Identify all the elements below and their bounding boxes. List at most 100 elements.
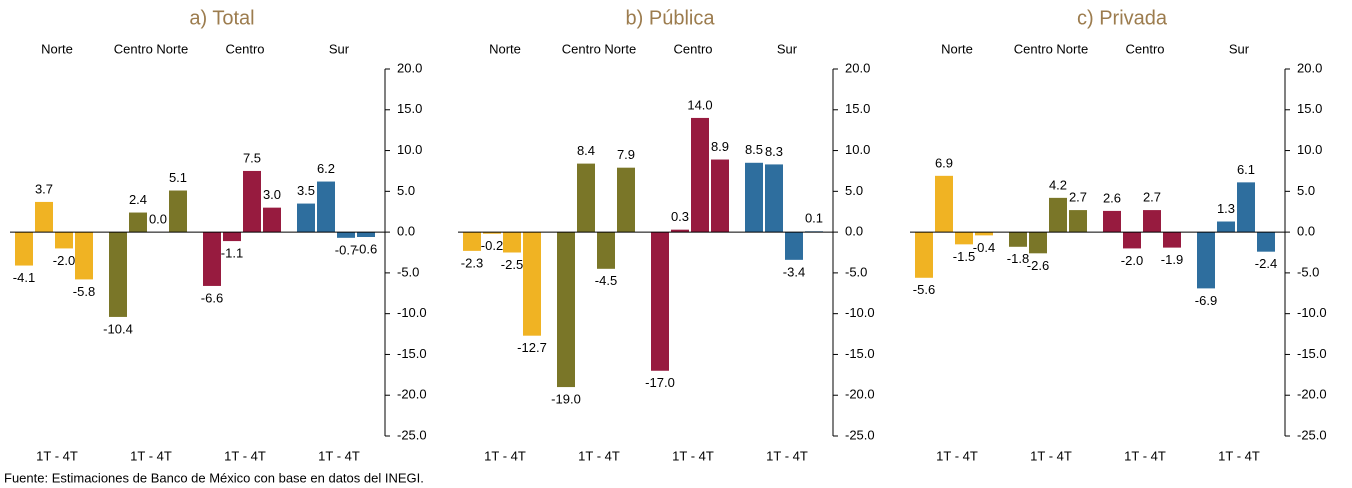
value-label: -2.0 <box>53 253 75 268</box>
value-label: -5.8 <box>73 284 95 299</box>
bar <box>463 232 481 251</box>
bar <box>263 207 281 233</box>
value-label: -0.6 <box>355 241 377 256</box>
value-label: -1.1 <box>221 246 243 261</box>
y-tick-label: -25.0 <box>845 427 875 442</box>
region-label: Norte <box>489 41 521 56</box>
bar <box>243 170 261 233</box>
value-label: 2.7 <box>1069 190 1087 205</box>
value-label: 5.1 <box>169 170 187 185</box>
bar <box>1237 182 1255 233</box>
value-label: 0.0 <box>149 212 167 227</box>
quarter-range: 1T - 4T <box>484 448 526 463</box>
bar <box>523 232 541 336</box>
bar <box>169 190 187 233</box>
value-label: -5.6 <box>913 282 935 297</box>
y-tick-label: 20.0 <box>845 60 870 75</box>
y-tick-label: -20.0 <box>397 387 427 402</box>
bar <box>1143 210 1161 233</box>
bar <box>203 232 221 286</box>
bar <box>671 229 689 233</box>
value-label: -1.9 <box>1161 252 1183 267</box>
region-label: Sur <box>1229 41 1250 56</box>
y-tick-label: -20.0 <box>845 387 875 402</box>
value-label: 2.6 <box>1103 190 1121 205</box>
region-label: Sur <box>777 41 798 56</box>
value-label: -19.0 <box>551 392 581 407</box>
value-label: 7.5 <box>243 150 261 165</box>
bar <box>75 232 93 280</box>
y-tick-label: -15.0 <box>397 346 427 361</box>
y-tick-label: -15.0 <box>1297 346 1327 361</box>
y-tick-label: -5.0 <box>845 264 867 279</box>
bar <box>1123 232 1141 249</box>
quarter-range: 1T - 4T <box>1030 448 1072 463</box>
bar <box>1217 221 1235 233</box>
value-label: 4.2 <box>1049 177 1067 192</box>
quarter-range: 1T - 4T <box>224 448 266 463</box>
value-label: -1.8 <box>1007 251 1029 266</box>
y-tick-label: -10.0 <box>1297 305 1327 320</box>
value-label: -0.2 <box>481 238 503 253</box>
value-label: 14.0 <box>687 97 712 112</box>
y-tick-label: 10.0 <box>1297 142 1322 157</box>
y-tick-label: 0.0 <box>1297 224 1315 239</box>
value-label: 6.9 <box>935 155 953 170</box>
bar <box>1103 210 1121 233</box>
region-label: Sur <box>329 41 350 56</box>
bar <box>15 232 33 266</box>
value-label: -6.6 <box>201 290 223 305</box>
value-label: -6.9 <box>1195 293 1217 308</box>
value-label: -2.0 <box>1121 253 1143 268</box>
panel-title: a) Total <box>189 7 254 29</box>
value-label: 8.4 <box>577 143 595 158</box>
value-label: -2.3 <box>461 255 483 270</box>
bar <box>691 117 709 233</box>
quarter-range: 1T - 4T <box>766 448 808 463</box>
bar <box>357 232 375 238</box>
bar <box>711 159 729 233</box>
y-tick-label: -10.0 <box>397 305 427 320</box>
value-label: -2.5 <box>501 257 523 272</box>
bar <box>1029 232 1047 254</box>
value-label: 1.3 <box>1217 201 1235 216</box>
value-label: 0.1 <box>805 211 823 226</box>
panel-title: c) Privada <box>1077 7 1168 29</box>
value-label: 6.1 <box>1237 162 1255 177</box>
bar <box>129 212 147 233</box>
bar <box>955 232 973 245</box>
footer: Fuente: Estimaciones de Banco de México … <box>4 470 424 485</box>
value-label: -12.7 <box>517 340 547 355</box>
quarter-range: 1T - 4T <box>130 448 172 463</box>
y-tick-label: -20.0 <box>1297 387 1327 402</box>
value-label: -0.4 <box>973 240 995 255</box>
value-label: 3.7 <box>35 181 53 196</box>
quarter-range: 1T - 4T <box>1124 448 1166 463</box>
quarter-range: 1T - 4T <box>936 448 978 463</box>
bar <box>337 232 355 238</box>
y-tick-label: -5.0 <box>1297 264 1319 279</box>
region-label: Norte <box>41 41 73 56</box>
value-label: 8.3 <box>765 144 783 159</box>
y-tick-label: -25.0 <box>1297 427 1327 442</box>
bar <box>503 232 521 253</box>
bar <box>317 181 335 233</box>
quarter-range: 1T - 4T <box>36 448 78 463</box>
bar <box>109 232 127 317</box>
y-tick-label: -10.0 <box>845 305 875 320</box>
bar <box>975 232 993 236</box>
value-label: 6.2 <box>317 161 335 176</box>
value-label: -2.4 <box>1255 256 1277 271</box>
y-tick-label: 15.0 <box>397 101 422 116</box>
region-label: Centro <box>1125 41 1164 56</box>
bar <box>765 164 783 233</box>
region-label: Norte <box>941 41 973 56</box>
y-tick-label: 10.0 <box>845 142 870 157</box>
bar <box>1069 210 1087 233</box>
y-tick-label: 20.0 <box>1297 60 1322 75</box>
value-label: 3.0 <box>263 187 281 202</box>
bar <box>597 232 615 269</box>
y-tick-label: 5.0 <box>1297 183 1315 198</box>
bar <box>1163 232 1181 248</box>
